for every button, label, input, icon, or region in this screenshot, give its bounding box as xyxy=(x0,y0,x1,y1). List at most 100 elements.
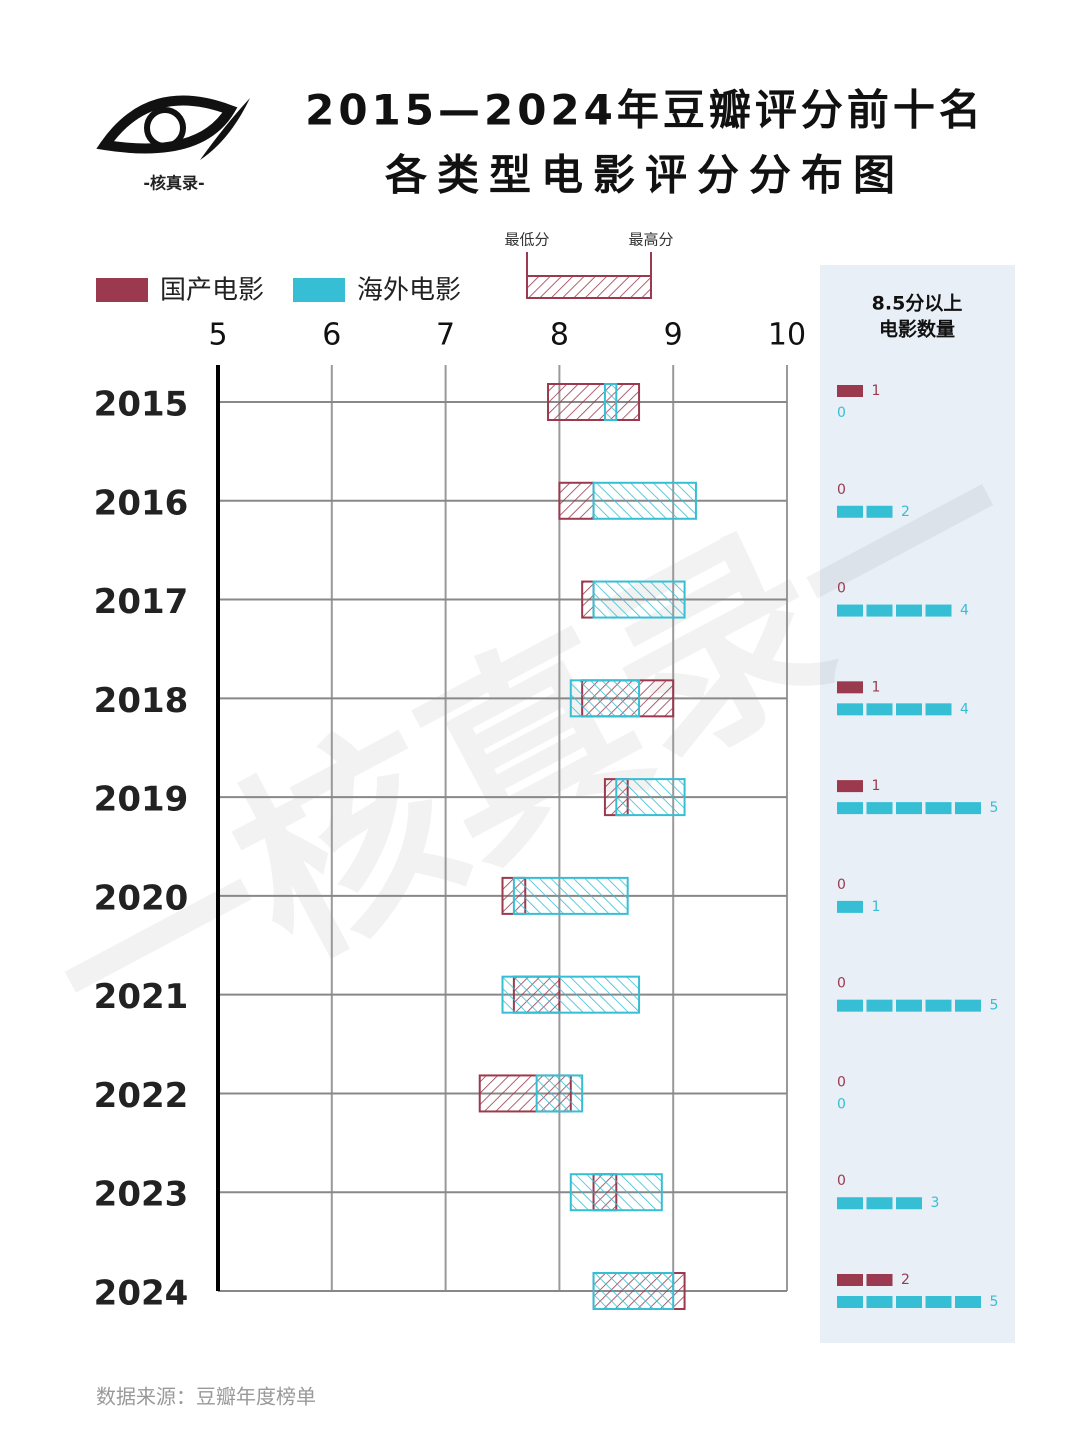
count-label: 2 xyxy=(901,504,910,520)
x-tick-label: 9 xyxy=(664,318,683,353)
y-tick-label: 2022 xyxy=(94,1076,189,1116)
count-unit xyxy=(866,1197,893,1210)
count-unit xyxy=(837,802,863,815)
count-label: 5 xyxy=(990,800,999,816)
count-unit xyxy=(837,604,863,617)
x-tick-label: 7 xyxy=(436,318,455,353)
count-bar xyxy=(837,681,863,694)
count-unit xyxy=(896,1296,922,1308)
x-tick-label: 5 xyxy=(208,318,227,353)
count-unit xyxy=(837,703,863,716)
count-unit xyxy=(925,802,952,815)
source: 数据来源：豆瓣年度榜单 xyxy=(96,1385,316,1409)
count-unit xyxy=(866,505,893,518)
legend-swatch xyxy=(293,278,345,302)
logo-text: -核真录- xyxy=(143,174,204,193)
count-label: 0 xyxy=(837,976,846,992)
range-bar xyxy=(501,975,641,1014)
y-tick-label: 2019 xyxy=(94,780,189,820)
count-bar xyxy=(837,780,863,793)
count-bar xyxy=(837,1274,893,1286)
count-unit xyxy=(955,999,981,1012)
count-bar xyxy=(837,604,952,617)
count-unit xyxy=(866,1274,893,1286)
range-bar xyxy=(558,481,595,520)
count-unit xyxy=(925,604,952,617)
range-bar xyxy=(547,383,641,421)
legend-label: 国产电影 xyxy=(160,276,264,306)
count-unit xyxy=(866,604,893,617)
count-label: 2 xyxy=(901,1272,910,1288)
range-bar xyxy=(569,1173,663,1212)
count-bar xyxy=(837,1296,981,1308)
count-unit xyxy=(866,703,893,716)
range-bar xyxy=(535,1074,584,1113)
count-label: 0 xyxy=(837,1173,846,1189)
count-unit xyxy=(925,999,952,1012)
x-tick-label: 6 xyxy=(322,318,341,353)
count-label: 1 xyxy=(872,383,881,399)
y-tick-label: 2024 xyxy=(94,1274,189,1314)
count-unit xyxy=(896,999,922,1012)
count-label: 5 xyxy=(990,1294,999,1310)
count-label: 0 xyxy=(837,1074,846,1090)
count-label: 4 xyxy=(960,603,969,619)
key-label: 最低分 xyxy=(504,231,549,249)
key-box xyxy=(526,275,652,299)
count-label: 0 xyxy=(837,482,846,498)
chart-title: 2015—2024年豆瓣评分前十名 xyxy=(305,86,985,135)
range-bar xyxy=(592,481,697,520)
count-title: 8.5分以上 xyxy=(872,293,963,315)
count-bar xyxy=(837,999,981,1012)
count-unit xyxy=(955,1296,981,1308)
y-tick-label: 2018 xyxy=(94,681,189,721)
legend-label: 海外电影 xyxy=(357,276,461,306)
count-unit xyxy=(837,681,863,694)
count-label: 0 xyxy=(837,1096,846,1112)
count-label: 1 xyxy=(872,778,881,794)
y-tick-label: 2023 xyxy=(94,1175,189,1215)
range-bar xyxy=(569,679,641,718)
count-label: 5 xyxy=(990,998,999,1014)
count-label: 3 xyxy=(931,1195,940,1211)
count-unit xyxy=(896,802,922,815)
count-unit xyxy=(866,999,893,1012)
count-label: 0 xyxy=(837,877,846,893)
count-unit xyxy=(837,900,863,913)
range-bar xyxy=(615,778,686,817)
y-tick-label: 2020 xyxy=(94,878,189,918)
logo xyxy=(96,95,250,160)
count-unit xyxy=(925,703,952,716)
count-bar xyxy=(837,1197,922,1210)
count-bar xyxy=(837,505,893,518)
range-bar xyxy=(592,580,686,619)
count-unit xyxy=(837,1296,863,1308)
y-tick-label: 2015 xyxy=(94,385,189,425)
count-bar xyxy=(837,802,981,815)
count-unit xyxy=(896,1197,922,1210)
range-bar xyxy=(512,876,629,915)
chart-title: 各类型电影评分分布图 xyxy=(385,151,905,200)
range-bar xyxy=(581,580,595,619)
count-unit xyxy=(866,1296,893,1308)
range-bar xyxy=(603,383,618,421)
legend-swatch xyxy=(96,278,148,302)
y-tick-label: 2017 xyxy=(94,582,189,622)
key-label: 最高分 xyxy=(628,231,673,249)
count-unit xyxy=(925,1296,952,1308)
count-unit xyxy=(837,999,863,1012)
y-tick-label: 2016 xyxy=(94,483,189,523)
count-label: 1 xyxy=(872,899,881,915)
count-unit xyxy=(866,802,893,815)
count-unit xyxy=(837,1274,863,1286)
count-bar xyxy=(837,385,863,397)
count-unit xyxy=(837,780,863,793)
y-tick-label: 2021 xyxy=(94,977,189,1017)
count-unit xyxy=(837,1197,863,1210)
count-unit xyxy=(837,505,863,518)
count-label: 0 xyxy=(837,581,846,597)
count-bar xyxy=(837,900,863,913)
count-label: 4 xyxy=(960,701,969,717)
count-title: 电影数量 xyxy=(879,318,955,341)
count-label: 0 xyxy=(837,405,846,421)
